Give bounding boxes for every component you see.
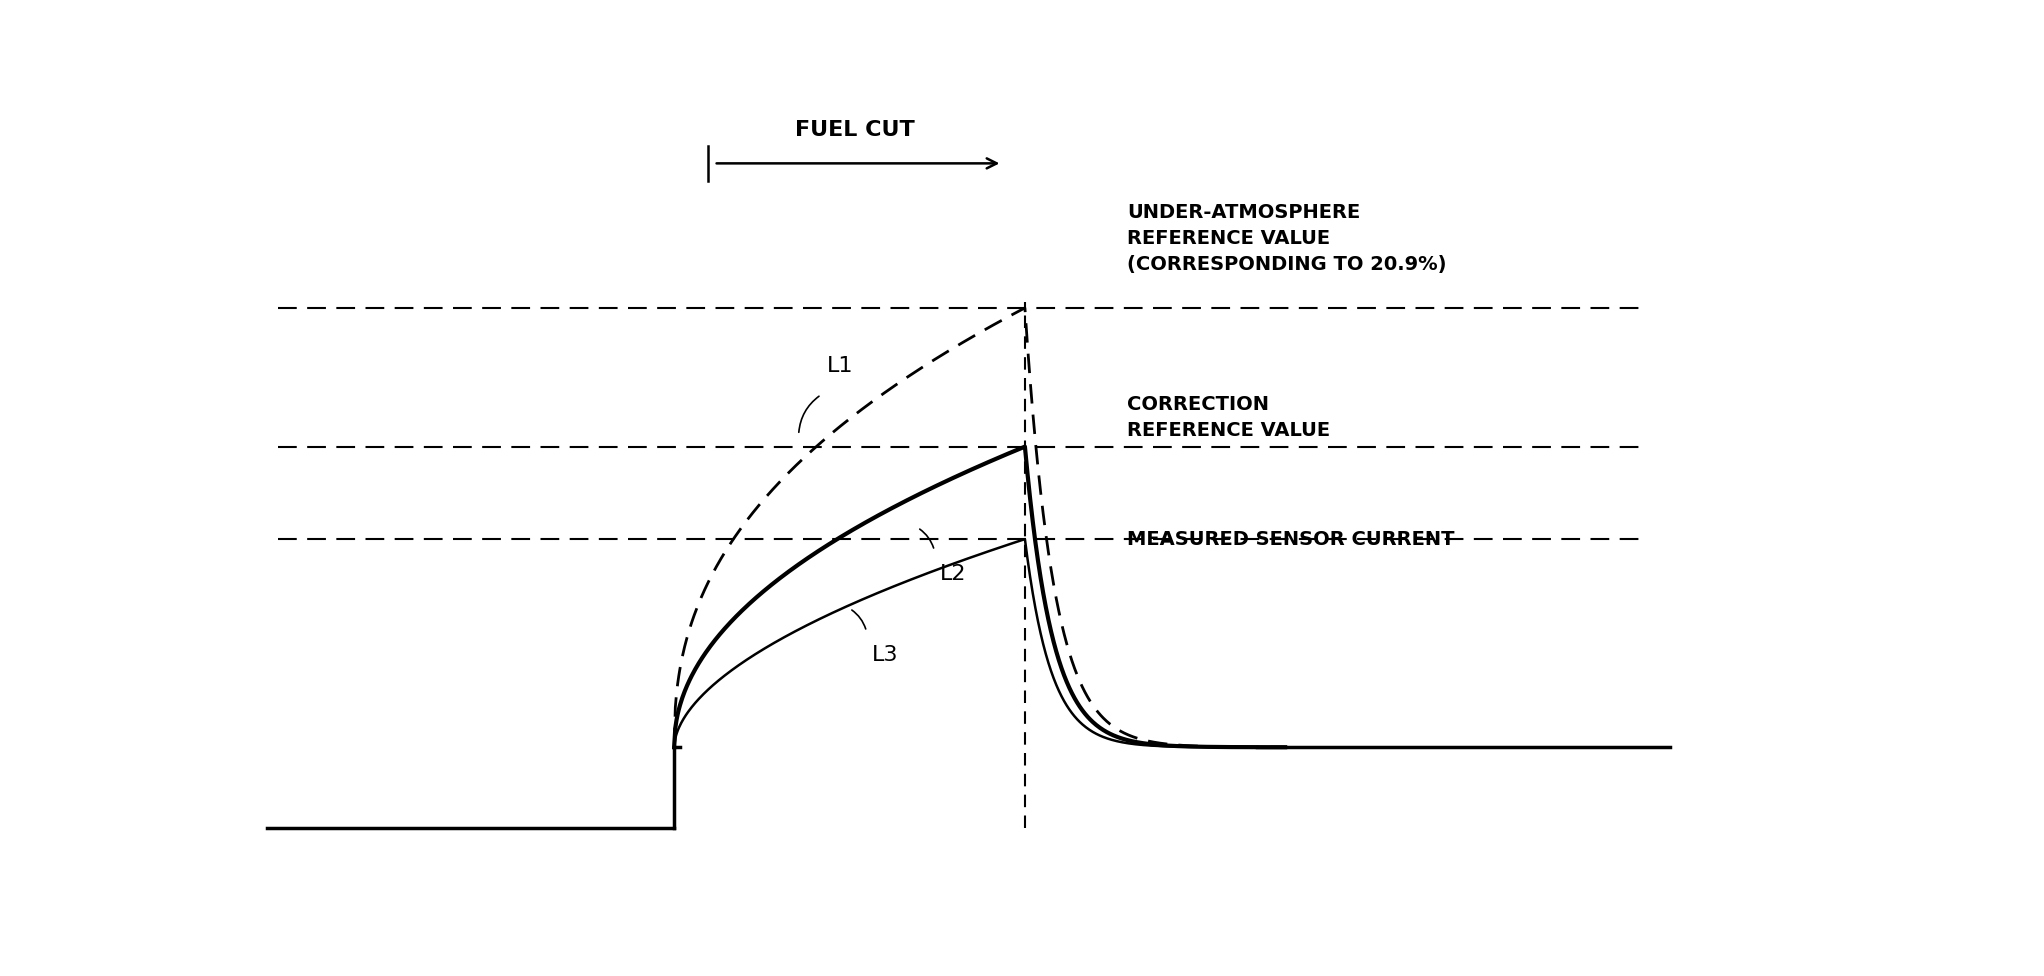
Text: L3: L3 [873,645,899,665]
Text: CORRECTION
REFERENCE VALUE: CORRECTION REFERENCE VALUE [1126,395,1331,440]
Text: UNDER-ATMOSPHERE
REFERENCE VALUE
(CORRESPONDING TO 20.9%): UNDER-ATMOSPHERE REFERENCE VALUE (CORRES… [1126,203,1447,274]
Text: L2: L2 [940,564,967,584]
Text: MEASURED SENSOR CURRENT: MEASURED SENSOR CURRENT [1126,530,1453,549]
Text: FUEL CUT: FUEL CUT [795,120,916,141]
Text: L1: L1 [828,355,854,376]
